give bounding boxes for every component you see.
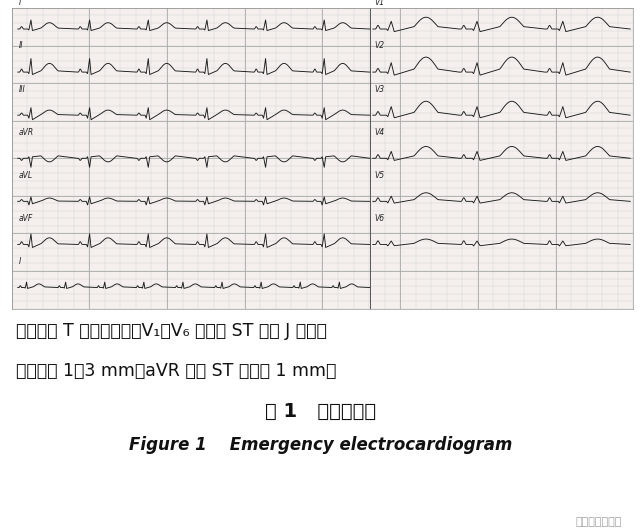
Text: I: I	[19, 0, 21, 7]
Text: aVL: aVL	[19, 171, 33, 180]
Text: V2: V2	[374, 41, 385, 51]
Text: 胸前导联 T 波高尖对称，V₁～V₆ 导联的 ST 段在 J 点后上: 胸前导联 T 波高尖对称，V₁～V₆ 导联的 ST 段在 J 点后上	[16, 322, 327, 340]
Text: Figure 1    Emergency electrocardiogram: Figure 1 Emergency electrocardiogram	[129, 436, 512, 454]
Text: V5: V5	[374, 171, 385, 180]
Text: V1: V1	[374, 0, 385, 7]
Text: V4: V4	[374, 128, 385, 137]
Text: V6: V6	[374, 214, 385, 223]
Text: I: I	[19, 257, 21, 266]
Text: aVF: aVF	[19, 214, 33, 223]
Text: 图 1   急诊心电图: 图 1 急诊心电图	[265, 402, 376, 421]
Text: 斜型压低 1～3 mm，aVR 导联 ST 段抬高 1 mm。: 斜型压低 1～3 mm，aVR 导联 ST 段抬高 1 mm。	[16, 362, 337, 380]
Text: aVR: aVR	[19, 128, 34, 137]
Text: V3: V3	[374, 85, 385, 94]
Text: III: III	[19, 85, 26, 94]
Text: II: II	[19, 41, 24, 51]
Text: 朱晓晓心电资讯: 朱晓晓心电资讯	[576, 517, 622, 527]
